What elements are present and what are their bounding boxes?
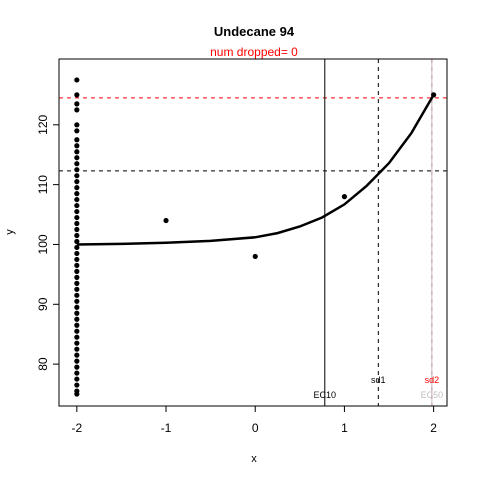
- data-point: [74, 364, 80, 370]
- data-point: [74, 304, 80, 310]
- x-tick-label: 1: [341, 421, 348, 435]
- data-point: [74, 346, 80, 352]
- data-point: [74, 310, 80, 316]
- data-point: [74, 358, 80, 364]
- data-point: [74, 391, 80, 397]
- x-tick-label: -2: [72, 421, 83, 435]
- data-point: [74, 167, 80, 173]
- data-point: [74, 274, 80, 280]
- data-point: [74, 340, 80, 346]
- data-point: [74, 370, 80, 376]
- chart-subtitle: num dropped= 0: [210, 45, 298, 59]
- x-tick-label: -1: [161, 421, 172, 435]
- reference-line-label: EC10: [314, 390, 337, 400]
- reference-line-label: sd2: [425, 375, 440, 385]
- data-point: [74, 322, 80, 328]
- data-point: [74, 185, 80, 191]
- data-point: [74, 334, 80, 340]
- data-point: [74, 244, 80, 251]
- y-tick-label: 100: [36, 234, 50, 254]
- data-point: [74, 292, 80, 298]
- data-point: [74, 179, 80, 185]
- data-point: [74, 376, 80, 382]
- data-point: [74, 214, 80, 221]
- data-point: [74, 256, 80, 263]
- y-tick-label: 90: [36, 297, 50, 311]
- data-point: [74, 286, 80, 292]
- data-point: [74, 107, 80, 113]
- data-point: [252, 253, 258, 260]
- data-point: [74, 92, 80, 98]
- y-tick-label: 110: [36, 175, 50, 194]
- data-point: [74, 128, 80, 134]
- data-point: [163, 217, 169, 224]
- data-point: [74, 208, 80, 215]
- y-axis: 80 90 100 110 120: [36, 114, 59, 371]
- y-axis-title: y: [4, 229, 16, 235]
- data-point: [74, 328, 80, 334]
- data-point: [74, 262, 80, 269]
- data-point: [74, 137, 80, 143]
- data-point: [74, 173, 80, 179]
- data-point: [74, 77, 80, 83]
- data-point: [74, 226, 80, 233]
- x-tick-label: 2: [430, 421, 437, 435]
- x-axis-title: x: [251, 453, 257, 465]
- y-tick-label: 120: [36, 114, 50, 134]
- fitted-curve: [76, 94, 435, 246]
- data-point: [74, 161, 80, 167]
- data-point: [74, 250, 80, 257]
- data-point: [74, 122, 80, 128]
- data-point: [74, 101, 80, 107]
- data-point: [74, 155, 80, 161]
- data-point: [74, 143, 80, 149]
- data-point: [74, 298, 80, 304]
- plot-frame: [58, 58, 448, 407]
- data-point: [74, 196, 80, 203]
- data-point: [74, 238, 80, 245]
- data-point: [74, 382, 80, 388]
- data-point: [341, 194, 348, 200]
- data-point: [74, 149, 80, 155]
- x-tick-label: 0: [252, 421, 259, 435]
- reference-line-label: sd1: [371, 375, 386, 385]
- data-point: [431, 92, 437, 98]
- y-tick-label: 80: [36, 357, 50, 371]
- chart-title: Undecane 94: [214, 24, 295, 39]
- plot-area: EC10 sd1 sd2 EC50: [59, 59, 447, 406]
- reference-line-label: EC50: [421, 390, 444, 400]
- x-axis: -2 -1 0 1 2: [72, 406, 437, 435]
- data-point: [74, 280, 80, 286]
- data-point: [74, 232, 80, 239]
- data-point: [74, 316, 80, 322]
- data-point: [74, 220, 80, 227]
- data-point: [74, 191, 80, 197]
- data-point: [74, 268, 80, 274]
- data-point: [74, 202, 80, 209]
- data-point: [74, 352, 80, 358]
